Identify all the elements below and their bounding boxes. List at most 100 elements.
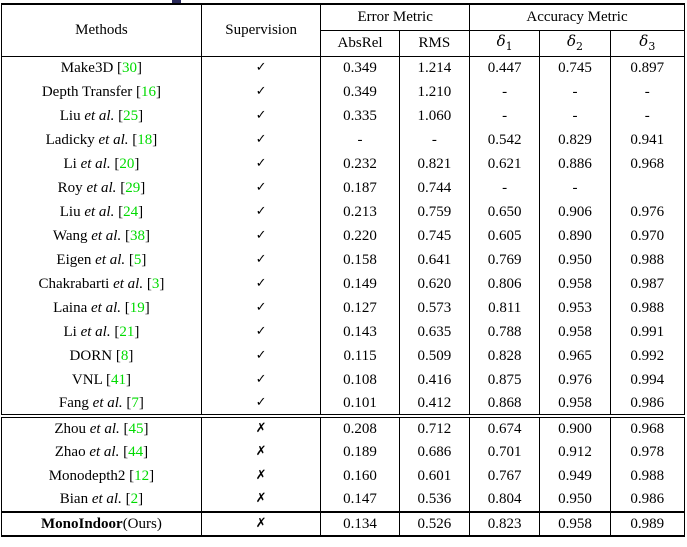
metric-value-cell: 0.744: [398, 176, 471, 200]
metric-value-cell: 0.149: [320, 272, 400, 296]
supervised-check-icon: ✓: [200, 320, 322, 344]
method-cell: Li et al. [21]: [1, 320, 202, 344]
method-cell: Depth Transfer [16]: [1, 80, 202, 104]
method-name: Zhao: [54, 443, 86, 460]
metric-value-cell: -: [469, 176, 541, 200]
cite-bracket-open: [: [114, 107, 124, 124]
cite-number: 18: [137, 131, 153, 148]
metric-value-cell: 0.127: [320, 296, 400, 320]
supervised-check-icon: ✓: [200, 368, 322, 392]
metric-value-cell: 0.745: [539, 56, 611, 80]
metric-value-cell: 0.189: [320, 440, 400, 464]
table-row: Bian et al. [2] ✗ 0.147 0.536 0.804 0.950 0.98…: [1, 488, 686, 512]
cite-bracket-close: ]: [138, 394, 144, 411]
metric-value-cell: 0.965: [539, 344, 611, 368]
table-row: Zhou et al. [45] ✗ 0.208 0.712 0.674 0.900 0.9…: [1, 416, 686, 440]
metric-value-cell: 0.821: [398, 152, 471, 176]
metric-value-cell: [609, 176, 686, 200]
cite-number: 20: [119, 155, 135, 172]
metric-value-cell: 0.134: [320, 512, 400, 536]
table-row: Liu et al. [24] ✓ 0.213 0.759 0.650 0.906 0.97…: [1, 200, 686, 224]
method-cell: Zhou et al. [45]: [1, 416, 202, 440]
metric-value-cell: 0.701: [469, 440, 541, 464]
cite-bracket-open: [: [113, 60, 123, 76]
cite-bracket-close: ]: [140, 179, 146, 196]
method-cell: Bian et al. [2]: [1, 488, 202, 512]
cite-bracket-close: ]: [159, 275, 165, 292]
metric-value-cell: 0.906: [539, 200, 611, 224]
method-etal: et al.: [80, 203, 115, 220]
method-etal: et al.: [82, 179, 117, 196]
col-header-absrel: AbsRel: [320, 29, 400, 56]
metric-value-cell: 0.536: [398, 488, 471, 512]
method-name: Li: [63, 323, 77, 340]
col-group-error-metric: Error Metric: [320, 4, 471, 30]
supervised-check-icon: ✓: [200, 56, 322, 80]
method-cell: Ladicky et al. [18]: [1, 128, 202, 152]
delta-subscript: 1: [505, 39, 513, 53]
metric-value-cell: 0.447: [469, 56, 541, 80]
col-header-delta2: δ2: [539, 29, 611, 56]
cite-number: 19: [129, 299, 145, 316]
cite-bracket-close: ]: [152, 131, 158, 148]
method-etal: et al.: [85, 443, 120, 460]
method-name: Wang: [52, 227, 88, 244]
metric-value-cell: 0.650: [469, 200, 541, 224]
cite-bracket-open: [: [110, 155, 120, 172]
metric-value-cell: 0.349: [320, 56, 400, 80]
delta-symbol: δ: [639, 31, 649, 50]
supervised-check-icon: ✓: [200, 80, 322, 104]
method-cell: VNL [41]: [1, 368, 202, 392]
method-etal: et al.: [80, 107, 115, 124]
metric-value-cell: 0.958: [539, 392, 611, 416]
cite-number: 5: [133, 251, 142, 268]
metric-value-cell: 0.988: [609, 248, 686, 272]
cite-bracket-close: ]: [143, 443, 149, 460]
cite-bracket-open: [: [128, 131, 138, 148]
cite-bracket-open: [: [125, 467, 135, 484]
table-row: Li et al. [20] ✓ 0.232 0.821 0.621 0.886 0.968: [1, 152, 686, 176]
metric-value-cell: 0.208: [320, 416, 400, 440]
supervised-check-icon: ✓: [200, 104, 322, 128]
col-header-delta3: δ3: [609, 29, 686, 56]
metric-value-cell: 0.987: [609, 272, 686, 296]
method-name: Depth Transfer: [41, 83, 133, 100]
metric-value-cell: 0.941: [609, 128, 686, 152]
cite-bracket-close: ]: [156, 83, 162, 100]
metric-value-cell: 0.686: [398, 440, 471, 464]
cite-bracket-close: ]: [143, 420, 149, 437]
supervised-check-icon: ✓: [200, 224, 322, 248]
metric-value-cell: 1.060: [398, 104, 471, 128]
metric-value-cell: 0.949: [539, 464, 611, 488]
cite-number: 24: [123, 203, 139, 220]
table-row: MonoIndoor(Ours) ✗ 0.134 0.526 0.823 0.958 0.9…: [1, 512, 686, 536]
table-row: Eigen et al. [5] ✓ 0.158 0.641 0.769 0.950 0.9…: [1, 248, 686, 272]
delta-symbol: δ: [496, 31, 506, 50]
method-name: Liu: [59, 107, 81, 124]
metric-value-cell: -: [469, 80, 541, 104]
method-cell: Monodepth2 [12]: [1, 464, 202, 488]
metric-value-cell: -: [539, 176, 611, 200]
method-cell: Li et al. [20]: [1, 152, 202, 176]
table-header: Methods Supervision Error Metric Accurac…: [1, 4, 686, 56]
metric-value-cell: 0.868: [469, 392, 541, 416]
table-row: Wang et al. [38] ✓ 0.220 0.745 0.605 0.890 0.9…: [1, 224, 686, 248]
table-row: VNL [41] ✓ 0.108 0.416 0.875 0.976 0.994: [1, 368, 686, 392]
metric-value-cell: 0.886: [539, 152, 611, 176]
metric-value-cell: 0.897: [609, 56, 686, 80]
metric-value-cell: 0.976: [609, 200, 686, 224]
supervised-check-icon: ✓: [200, 152, 322, 176]
metric-value-cell: 0.712: [398, 416, 471, 440]
col-header-rms: RMS: [398, 29, 471, 56]
metric-value-cell: 0.601: [398, 464, 471, 488]
metric-value-cell: -: [320, 128, 400, 152]
cite-bracket-open: [: [102, 371, 111, 388]
metric-value-cell: 0.674: [469, 416, 541, 440]
method-cell: Liu et al. [25]: [1, 104, 202, 128]
metric-value-cell: 0.953: [539, 296, 611, 320]
cite-number: 8: [120, 347, 129, 364]
cite-bracket-open: [: [121, 299, 130, 316]
metric-value-cell: 0.958: [539, 272, 611, 296]
cite-number: 16: [141, 83, 157, 100]
method-etal: et al.: [88, 394, 123, 411]
